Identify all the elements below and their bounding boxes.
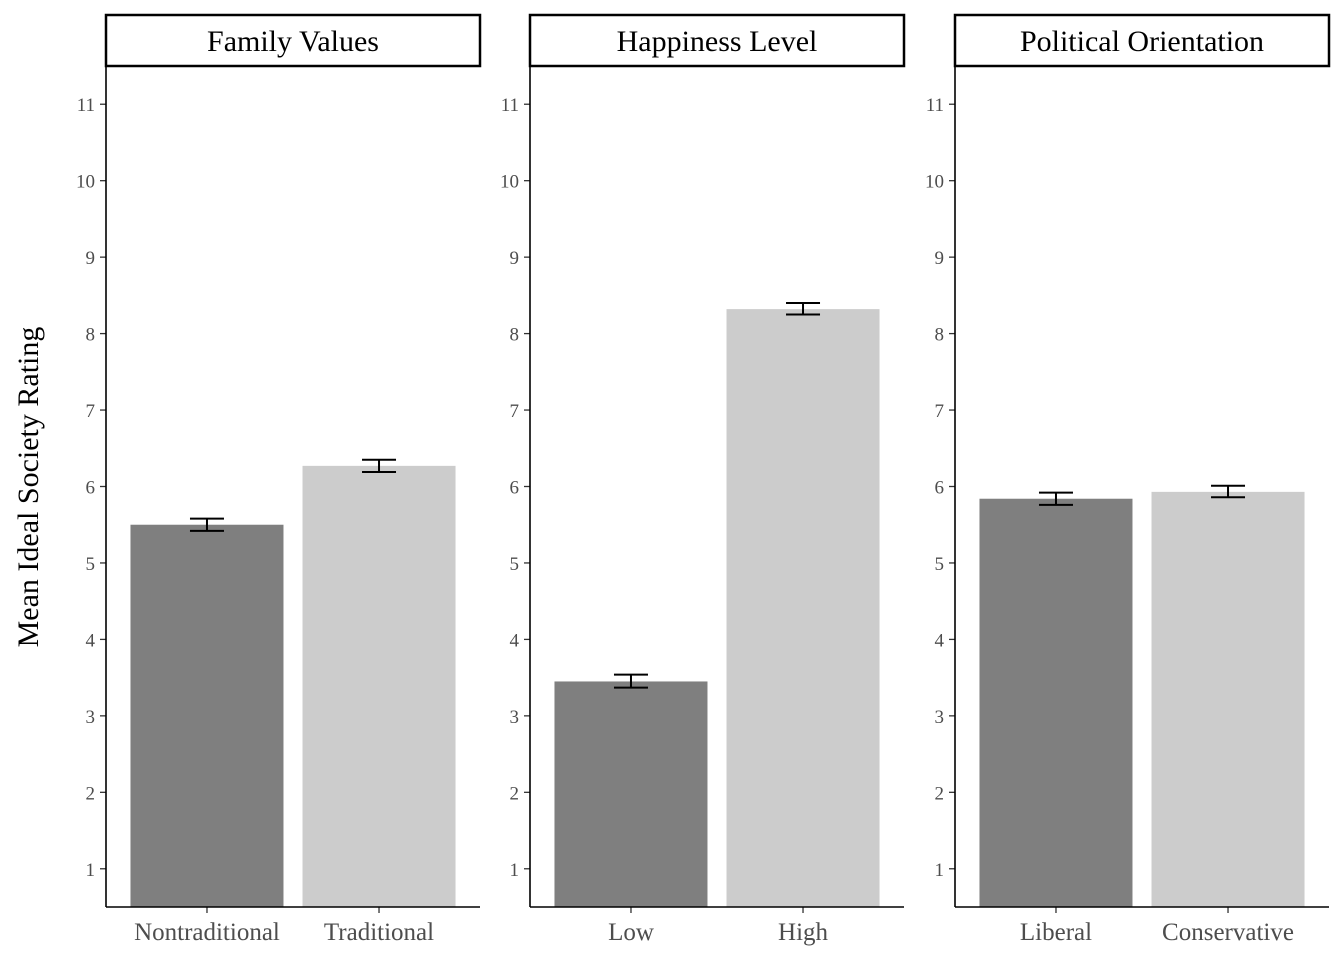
y-tick-label-family-values-2: 2 [86, 783, 96, 804]
y-tick-label-political-orientation-1: 1 [935, 860, 945, 881]
facet-strip-happiness-level [528, 13, 906, 68]
bar-happiness-level-low [554, 681, 708, 907]
y-tick-label-family-values-6: 6 [86, 478, 96, 499]
facet-strip-political-orientation [953, 13, 1331, 68]
y-tick-label-happiness-level-7: 7 [510, 401, 520, 422]
y-tick-label-political-orientation-6: 6 [935, 478, 945, 499]
y-tick-label-political-orientation-2: 2 [935, 783, 945, 804]
facet-title-happiness-level: Happiness Level [617, 25, 818, 58]
y-tick-label-happiness-level-10: 10 [500, 172, 519, 193]
y-tick-label-family-values-9: 9 [86, 248, 96, 269]
bar-political-orientation-conservative [1151, 491, 1305, 907]
y-tick-label-happiness-level-4: 4 [510, 630, 520, 651]
y-tick-label-political-orientation-5: 5 [935, 554, 945, 575]
y-tick-label-political-orientation-10: 10 [925, 172, 944, 193]
y-tick-label-family-values-11: 11 [77, 95, 95, 116]
y-tick-label-family-values-8: 8 [86, 325, 96, 346]
y-tick-label-happiness-level-11: 11 [501, 95, 519, 116]
y-tick-label-political-orientation-7: 7 [935, 401, 945, 422]
y-tick-label-happiness-level-2: 2 [510, 783, 520, 804]
bar-family-values-traditional [302, 465, 456, 907]
y-tick-label-happiness-level-1: 1 [510, 860, 520, 881]
y-tick-label-family-values-4: 4 [86, 630, 96, 651]
x-tick-label-political-orientation-conservative: Conservative [1162, 919, 1294, 946]
x-tick-label-family-values-traditional: Traditional [324, 919, 434, 946]
y-tick-label-political-orientation-11: 11 [926, 95, 944, 116]
bar-political-orientation-liberal [979, 498, 1133, 907]
y-tick-label-happiness-level-6: 6 [510, 478, 520, 499]
y-tick-label-family-values-7: 7 [86, 401, 96, 422]
facet-title-political-orientation: Political Orientation [1020, 25, 1264, 58]
x-tick-label-family-values-nontraditional: Nontraditional [134, 919, 280, 946]
x-tick-label-happiness-level-high: High [778, 919, 829, 946]
y-tick-label-political-orientation-8: 8 [935, 325, 945, 346]
y-tick-label-family-values-1: 1 [86, 860, 96, 881]
bar-happiness-level-high [726, 309, 880, 907]
facet-title-family-values: Family Values [207, 25, 379, 58]
x-tick-label-political-orientation-liberal: Liberal [1020, 919, 1092, 946]
y-tick-label-happiness-level-8: 8 [510, 325, 520, 346]
y-tick-label-family-values-3: 3 [86, 707, 96, 728]
y-tick-label-happiness-level-9: 9 [510, 248, 520, 269]
y-tick-label-happiness-level-5: 5 [510, 554, 520, 575]
y-tick-label-political-orientation-3: 3 [935, 707, 945, 728]
x-tick-label-happiness-level-low: Low [608, 919, 654, 946]
bar-family-values-nontraditional [130, 524, 284, 907]
facet-strip-family-values [104, 13, 482, 68]
y-axis-label: Mean Ideal Society Rating [12, 327, 45, 648]
y-tick-label-happiness-level-3: 3 [510, 707, 520, 728]
y-tick-label-family-values-10: 10 [76, 172, 95, 193]
y-tick-label-political-orientation-9: 9 [935, 248, 945, 269]
y-tick-label-family-values-5: 5 [86, 554, 96, 575]
y-tick-label-political-orientation-4: 4 [935, 630, 945, 651]
